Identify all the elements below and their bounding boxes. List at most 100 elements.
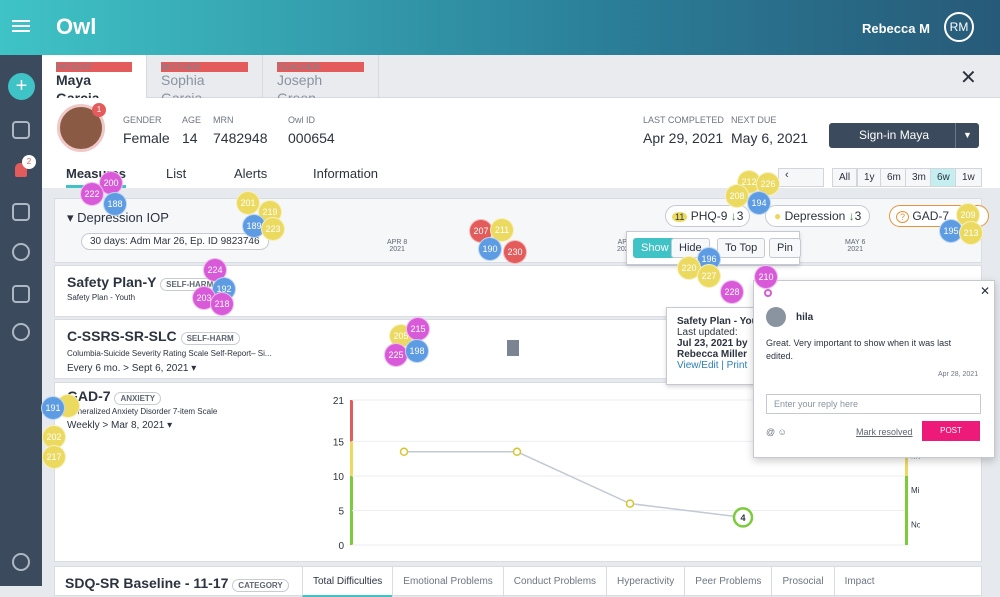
add-button[interactable]: + (8, 73, 35, 100)
home[interactable] (12, 121, 30, 139)
severity-band (350, 475, 353, 545)
charts[interactable] (12, 203, 30, 221)
field: GENDER Female (123, 115, 170, 146)
marker[interactable]: 191 (41, 396, 65, 420)
marker[interactable]: 227 (697, 264, 721, 288)
marker[interactable]: 228 (720, 280, 744, 304)
nav-tab[interactable]: Information (313, 166, 379, 181)
close[interactable]: ✕ (980, 284, 991, 298)
value: Apr 29, 2021 (643, 130, 724, 146)
month: APR (617, 239, 632, 246)
point[interactable] (625, 499, 635, 508)
avatar[interactable]: RM (944, 12, 974, 42)
mention[interactable]: @ ☺ (766, 427, 787, 437)
value: Female (123, 130, 170, 146)
y-tick-label: 21 (333, 396, 345, 407)
print[interactable]: Print (726, 360, 748, 371)
point[interactable] (732, 507, 754, 528)
point[interactable] (399, 447, 409, 457)
value: 000654 (288, 130, 335, 146)
episode-select[interactable]: 30 days: Adm Mar 26, Ep. ID 9823746 (81, 233, 269, 250)
user-name[interactable]: Rebecca M (862, 21, 930, 36)
to-top[interactable]: To Top (717, 238, 766, 258)
marker[interactable]: 230 (503, 240, 527, 264)
subscale-tab[interactable]: Peer Problems (684, 567, 771, 597)
value-label: 4 (740, 513, 745, 523)
subscale-tab[interactable]: Prosocial (771, 567, 833, 597)
measure-name[interactable]: SDQ-SR Baseline - 11-17 (65, 575, 229, 591)
range[interactable]: 1w (955, 168, 982, 187)
month: MAY 6 (845, 239, 866, 246)
range[interactable]: 3m (905, 168, 933, 187)
marker[interactable]: 210 (754, 265, 778, 289)
marker[interactable]: 215 (406, 317, 430, 341)
y-tick-label: 15 (333, 437, 345, 448)
settings[interactable] (12, 323, 30, 341)
show[interactable]: Show (633, 238, 677, 258)
chip[interactable]: ● Depression ↓3 (765, 205, 871, 227)
range[interactable]: 6w (930, 168, 957, 187)
label: Owl ID (288, 115, 315, 125)
marker[interactable]: 198 (405, 339, 429, 363)
chip-name: PHQ-9 (690, 209, 728, 223)
marker[interactable]: 223 (261, 217, 285, 241)
post-button[interactable]: POST (922, 421, 980, 441)
chip[interactable]: 11 PHQ-9 ↓3 (665, 205, 751, 227)
severity-band (350, 400, 353, 442)
marker[interactable]: 217 (42, 445, 66, 469)
tooltip-date: Jul 23, 2021 by (677, 338, 748, 349)
marker[interactable]: 201 (236, 191, 260, 215)
marker[interactable]: 188 (103, 192, 127, 216)
desc: Columbia-Suicide Severity Rating Scale S… (67, 349, 272, 358)
tooltip-label: Last updated: (677, 327, 738, 338)
subscale-tab[interactable]: Conduct Problems (502, 567, 606, 597)
reports[interactable] (12, 285, 30, 303)
sign-in-button[interactable]: Sign-in Maya (829, 123, 979, 148)
schedule[interactable]: Weekly > Mar 8, 2021 ▾ (67, 420, 173, 431)
range[interactable]: 6m (880, 168, 908, 187)
point[interactable] (512, 447, 522, 457)
nav-tab[interactable]: Alerts (234, 166, 268, 181)
range[interactable]: All (832, 168, 858, 187)
nav-tab[interactable]: List (166, 166, 187, 181)
help[interactable] (12, 553, 30, 571)
dropdown[interactable]: ▼ (955, 123, 979, 148)
prev[interactable]: ‹ (778, 168, 824, 187)
marker[interactable]: 213 (959, 221, 983, 245)
y-tick-label: 0 (338, 541, 344, 552)
mark-resolved[interactable]: Mark resolved (856, 427, 913, 437)
reply-input[interactable]: Enter your reply here (766, 394, 981, 414)
range[interactable]: 1y (857, 168, 882, 187)
schedule[interactable]: Every 6 mo. > Sept 6, 2021 ▾ (67, 363, 197, 374)
alert-badge: 2 (22, 155, 36, 169)
timeline-tick: APR 8 2021 (387, 239, 407, 253)
close[interactable]: ✕ (960, 67, 977, 89)
marker[interactable]: 208 (725, 184, 749, 208)
pin[interactable]: Pin (769, 238, 801, 258)
people[interactable] (12, 243, 30, 261)
line (404, 451, 744, 519)
measure-name[interactable]: Safety Plan-Y (67, 274, 157, 290)
menu[interactable] (12, 20, 30, 22)
subscale-tab[interactable]: Hyperactivity (606, 567, 684, 597)
subscale-tab[interactable]: Emotional Problems (392, 567, 502, 597)
subscale-tab[interactable]: Impact (833, 567, 885, 597)
measure-name[interactable]: C-SSRS-SR-SLC (67, 328, 177, 344)
chip-name: GAD-7 (912, 209, 950, 223)
marker[interactable]: 222 (80, 182, 104, 206)
severity-band (350, 441, 353, 476)
subscale-tab[interactable]: Total Difficulties (302, 567, 393, 597)
marker[interactable]: 225 (384, 343, 408, 367)
timeline-tick: APR 2021 (617, 239, 633, 253)
view-edit[interactable]: View/Edit (677, 360, 719, 371)
document-icon[interactable] (507, 340, 519, 356)
marker[interactable]: 218 (210, 292, 234, 316)
label: AGE (182, 115, 202, 125)
marker[interactable]: 190 (478, 237, 502, 261)
marker[interactable]: 194 (747, 191, 771, 215)
role: MOTHER (161, 62, 248, 72)
